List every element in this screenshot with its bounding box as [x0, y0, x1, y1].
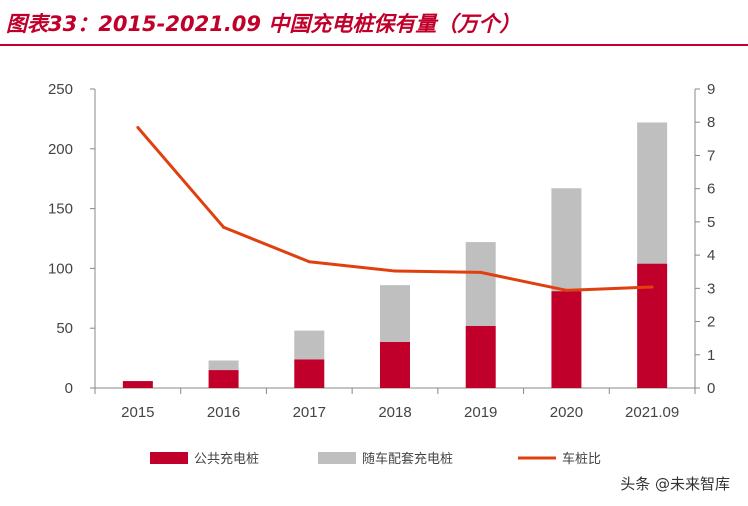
legend-swatch	[318, 452, 356, 464]
ratio-point-2021.09	[650, 285, 654, 289]
ratio-point-2015	[136, 126, 140, 130]
x-tick-label: 2017	[293, 404, 326, 421]
x-tick-label: 2021.09	[625, 404, 679, 421]
title-underline	[0, 44, 748, 46]
left-tick-label: 50	[56, 320, 73, 337]
legend-label: 随车配套充电桩	[362, 451, 453, 467]
left-tick-label: 100	[48, 260, 73, 277]
right-tick-label: 5	[707, 214, 715, 231]
bar-vehicle-2020	[551, 188, 582, 292]
bar-vehicle-2019	[465, 242, 496, 326]
x-tick-label: 2015	[121, 404, 154, 421]
right-tick-label: 8	[707, 114, 715, 131]
bar-public-2019	[465, 325, 496, 388]
bar-public-2018	[380, 341, 410, 388]
bar-public-2021.09	[637, 263, 668, 388]
right-tick-label: 2	[707, 314, 715, 331]
ratio-point-2017	[307, 260, 311, 264]
right-tick-label: 0	[707, 380, 715, 397]
right-tick-label: 4	[707, 247, 715, 264]
chart-title: 图表33：2015-2021.09 中国充电桩保有量（万个）	[6, 12, 521, 36]
right-tick-label: 9	[707, 81, 715, 98]
left-tick-label: 0	[65, 380, 73, 397]
legend-label: 公共充电桩	[194, 451, 259, 467]
right-tick-label: 7	[707, 147, 715, 164]
bar-vehicle-2016	[208, 360, 239, 371]
bar-public-2015	[122, 381, 153, 388]
left-tick-label: 150	[48, 201, 73, 218]
x-tick-label: 2018	[378, 404, 411, 421]
legend-swatch	[150, 452, 188, 464]
bar-vehicle-2018	[380, 285, 410, 342]
bar-public-2020	[551, 291, 582, 388]
ratio-point-2018	[393, 269, 397, 273]
left-tick-label: 250	[48, 81, 73, 98]
right-tick-label: 1	[707, 347, 715, 364]
bar-public-2017	[294, 359, 325, 388]
x-tick-label: 2019	[464, 404, 497, 421]
ratio-point-2019	[479, 270, 483, 274]
bar-public-2016	[208, 370, 239, 388]
ratio-point-2020	[564, 288, 568, 292]
bar-vehicle-2021.09	[637, 122, 668, 264]
right-tick-label: 3	[707, 280, 715, 297]
legend-label: 车桩比	[562, 451, 601, 467]
right-tick-label: 6	[707, 181, 715, 198]
watermark: 头条 @未来智库	[620, 475, 730, 493]
x-tick-label: 2020	[550, 404, 583, 421]
bar-vehicle-2017	[294, 330, 325, 360]
x-tick-label: 2016	[207, 404, 240, 421]
left-tick-label: 200	[48, 141, 73, 158]
ratio-point-2016	[222, 225, 226, 229]
